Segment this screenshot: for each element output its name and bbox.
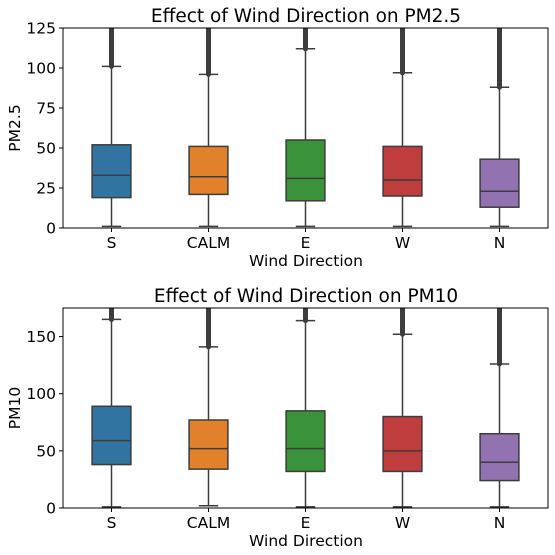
- pm10-y-tick-label: 0: [46, 500, 56, 518]
- pm10-box-w: [382, 415, 423, 473]
- pm25-axes-frame: [62, 27, 549, 229]
- pm25-plot-area: [91, 28, 520, 228]
- pm25-x-axis-label: Wind Direction: [249, 252, 363, 270]
- pm10-x-tick-label-e: E: [301, 514, 311, 532]
- pm10-y-tick-label: 50: [36, 442, 56, 460]
- pm10-box-n: [479, 432, 520, 482]
- pm10-axes-frame: [62, 307, 549, 509]
- pm25-x-tick-label-n: N: [494, 234, 506, 252]
- pm25-y-tick-label: 75: [36, 100, 56, 118]
- pm25-y-tick-label: 125: [26, 20, 56, 38]
- pm25-box-calm: [188, 145, 229, 196]
- pm10-x-tick-label-w: W: [395, 514, 410, 532]
- pm10-x-tick-label-calm: CALM: [187, 514, 230, 532]
- pm10-x-tick-label-n: N: [494, 514, 506, 532]
- pm25-chart: Effect of Wind Direction on PM2.5 Wind D…: [6, 6, 549, 270]
- pm25-x-tick-label-e: E: [301, 234, 311, 252]
- pm25-x-tick-label-w: W: [395, 234, 410, 252]
- pm25-chart-title: Effect of Wind Direction on PM2.5: [151, 6, 461, 27]
- pm25-x-tick-label-calm: CALM: [187, 234, 230, 252]
- pm10-box-e: [285, 410, 326, 473]
- pm10-x-tick-label-s: S: [107, 514, 117, 532]
- pm10-y-tick-label: 100: [26, 385, 56, 403]
- pm10-chart: Effect of Wind Direction on PM10 Wind Di…: [6, 286, 549, 550]
- pm10-box-calm: [188, 419, 229, 470]
- pm10-plot-area: [91, 308, 520, 508]
- pm25-box-s: [91, 144, 132, 199]
- pm10-box-s: [91, 405, 132, 466]
- pm25-y-tick-label: 100: [26, 60, 56, 78]
- pm25-y-tick-label: 25: [36, 180, 56, 198]
- pm10-x-axis-label: Wind Direction: [249, 532, 363, 550]
- pm25-box-n: [479, 158, 520, 208]
- pm25-box-w: [382, 145, 423, 197]
- pm10-y-axis-label: PM10: [6, 387, 24, 429]
- pm10-y-tick-label: 150: [26, 328, 56, 346]
- pm25-y-axis-label: PM2.5: [6, 104, 24, 151]
- pm25-x-tick-label-s: S: [107, 234, 117, 252]
- pm25-y-tick-label: 0: [46, 220, 56, 238]
- pm25-y-tick-label: 50: [36, 140, 56, 158]
- pm10-chart-title: Effect of Wind Direction on PM10: [154, 286, 458, 307]
- pm25-box-e: [285, 139, 326, 202]
